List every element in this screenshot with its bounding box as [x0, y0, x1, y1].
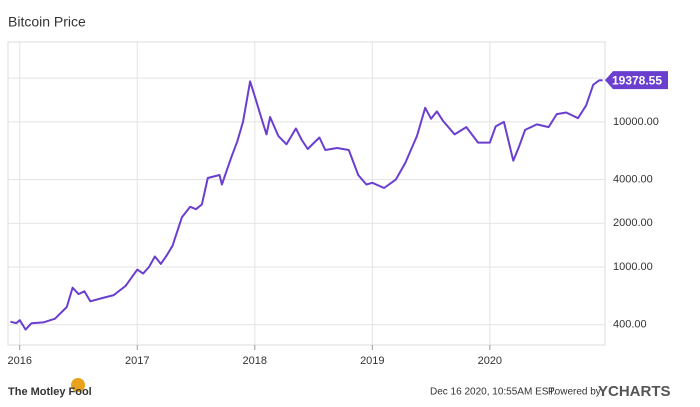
y-tick-label: 400.00 — [613, 319, 647, 331]
x-tick-label: 2020 — [478, 355, 502, 367]
y-tick-label: 1000.00 — [613, 261, 653, 273]
plot-frame — [7, 41, 606, 346]
x-tick-label: 2019 — [360, 355, 384, 367]
value-badge — [605, 71, 668, 90]
chart-title: Bitcoin Price — [8, 14, 86, 30]
x-tick-label: 2018 — [243, 355, 267, 367]
timestamp: Dec 16 2020, 10:55AM EST. — [430, 387, 556, 398]
y-tick-label: 2000.00 — [613, 217, 653, 229]
powered-by: Powered by — [548, 387, 601, 398]
x-tick-label: 2016 — [8, 355, 32, 367]
price-line — [10, 79, 603, 331]
provider: YCHARTS — [598, 383, 671, 400]
y-tick-label: 10000.00 — [613, 116, 659, 128]
value-label: 19378.55 — [612, 73, 662, 87]
brand: The Motley Fool — [8, 386, 92, 398]
x-tick-label: 2017 — [125, 355, 149, 367]
y-tick-label: 4000.00 — [613, 174, 653, 186]
logo-icon — [71, 378, 85, 392]
